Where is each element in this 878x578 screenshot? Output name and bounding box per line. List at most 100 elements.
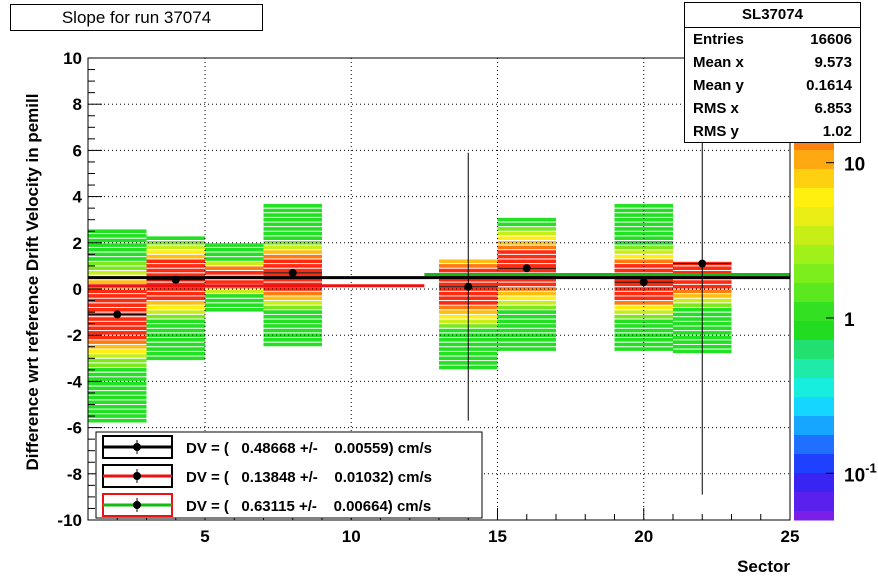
heatmap-cell: [263, 277, 322, 282]
fit-legend: DV = ( 0.48668 +/- 0.00559) cm/s DV = ( 0…: [95, 431, 483, 519]
heatmap-cell: [205, 252, 264, 257]
heatmap-cell: [614, 310, 673, 314]
heatmap-cell: [614, 204, 673, 208]
stats-label: Mean x: [693, 54, 744, 71]
stats-value: 6.853: [814, 100, 852, 117]
heatmap-cell: [88, 363, 147, 368]
heatmap-cell: [88, 340, 147, 344]
fit-lines: [88, 272, 790, 288]
heatmap-cell: [614, 213, 673, 217]
heatmap-cell: [88, 303, 147, 307]
heatmap-cell: [497, 338, 556, 342]
y-tick-label: -6: [67, 419, 82, 438]
color-scale-step: [794, 178, 834, 188]
heatmap-cell: [88, 271, 147, 275]
heatmap-cell: [263, 291, 322, 296]
heatmap-cell: [146, 273, 205, 277]
heatmap-cell: [614, 347, 673, 351]
heatmap-cell: [88, 405, 147, 409]
heatmap-cell: [614, 227, 673, 231]
color-scale-step: [794, 510, 834, 521]
heatmap-cell: [146, 264, 205, 268]
color-scale-step: [794, 254, 834, 264]
color-scale-step: [794, 206, 834, 217]
data-point: [288, 268, 297, 277]
heatmap-cell: [614, 254, 673, 259]
y-tick-label: -4: [67, 372, 83, 391]
x-tick-label: 25: [781, 527, 800, 546]
heatmap-cell: [263, 338, 322, 342]
stats-name: SL37074: [685, 3, 860, 28]
heatmap-cell: [146, 287, 205, 291]
heatmap-cell: [88, 234, 147, 238]
heatmap-cell: [146, 356, 205, 361]
color-scale-step: [794, 358, 834, 369]
y-tick-label: 6: [73, 141, 82, 160]
legend-entry-text: DV = ( 0.48668 +/- 0.00559) cm/s: [186, 440, 432, 457]
heatmap-cell: [146, 268, 205, 273]
stats-label: Mean y: [693, 77, 744, 94]
chart-title: Slope for run 37074: [10, 4, 263, 31]
stats-box: SL37074 Entries 16606 Mean x 9.573 Mean …: [684, 2, 861, 143]
heatmap-cell: [88, 280, 147, 284]
data-point: [522, 264, 531, 273]
stats-row-rms-y: RMS y 1.02: [685, 120, 860, 143]
heatmap-cell: [263, 208, 322, 213]
heatmap-cell: [497, 245, 556, 250]
heatmap-cell: [497, 342, 556, 347]
heatmap-cell: [146, 305, 205, 310]
heatmap-cell: [88, 321, 147, 326]
heatmap-cell: [146, 324, 205, 328]
heatmap-cell: [497, 296, 556, 301]
heatmap-cell: [497, 277, 556, 282]
heatmap-cell: [146, 240, 205, 245]
heatmap-cell: [88, 298, 147, 303]
color-scale-step: [794, 434, 834, 445]
heatmap-cell: [263, 236, 322, 240]
heatmap-cell: [88, 377, 147, 381]
color-scale-step: [794, 168, 834, 179]
legend-entry-text: DV = ( 0.63115 +/- 0.00664) cm/s: [186, 498, 431, 515]
heatmap-cell: [614, 324, 673, 328]
heatmap-cell: [88, 395, 147, 400]
heatmap-cell: [497, 254, 556, 259]
heatmap-cell: [614, 231, 673, 236]
heatmap-cell: [146, 259, 205, 264]
heatmap-cell: [614, 222, 673, 227]
heatmap-cell: [497, 250, 556, 254]
heatmap-cell: [614, 333, 673, 338]
heatmap-cell: [88, 358, 147, 363]
heatmap-cell: [88, 326, 147, 331]
color-scale-step: [794, 263, 834, 274]
color-scale-step: [794, 216, 834, 226]
color-scale-step: [794, 330, 834, 340]
heatmap-cell: [88, 344, 147, 349]
x-tick-label: 10: [342, 527, 361, 546]
heatmap-cell: [146, 338, 205, 342]
stats-row-rms-x: RMS x 6.853: [685, 97, 860, 120]
heatmap-cell: [263, 250, 322, 254]
heatmap-cell: [205, 307, 264, 312]
heatmap-cell: [497, 319, 556, 324]
heatmap-cell: [146, 236, 205, 240]
heatmap-cell: [88, 368, 147, 372]
heatmap-cell: [263, 217, 322, 222]
color-scale-step: [794, 292, 834, 302]
heatmap-cell: [497, 328, 556, 333]
x-tick-label: 5: [200, 527, 209, 546]
heatmap-cell: [263, 301, 322, 305]
heatmap-cell: [263, 245, 322, 250]
stats-label: Entries: [693, 31, 744, 48]
heatmap-cell: [614, 217, 673, 222]
heatmap-cell: [88, 414, 147, 418]
heatmap-cell: [88, 354, 147, 358]
heatmap-cell: [88, 381, 147, 386]
heatmap-cell: [88, 317, 147, 321]
x-axis-label: Sector: [737, 557, 790, 576]
heatmap-cell: [88, 238, 147, 243]
heatmap-cell: [614, 264, 673, 268]
stats-row-mean-y: Mean y 0.1614: [685, 74, 860, 97]
heatmap-cell: [205, 271, 264, 275]
heatmap-cell: [205, 280, 264, 284]
